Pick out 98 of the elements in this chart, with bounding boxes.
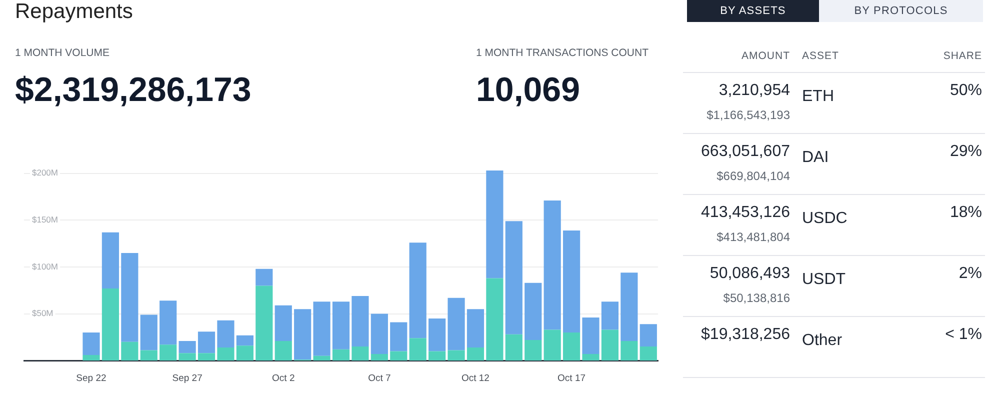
bar	[121, 342, 138, 361]
text: $669,804,104	[716, 169, 790, 183]
bar	[448, 298, 465, 350]
bar	[640, 346, 657, 361]
y-tick-label: $150M	[32, 214, 58, 225]
bar	[466, 347, 484, 361]
bar	[236, 335, 254, 346]
bar	[198, 332, 216, 354]
bar	[562, 230, 580, 333]
x-tick-label: Oct 17	[558, 372, 586, 384]
bar	[620, 272, 638, 341]
bar	[486, 170, 504, 278]
bar	[505, 221, 522, 334]
bar	[524, 282, 542, 340]
text: 663,051,607	[701, 143, 790, 160]
text: $19,318,256	[701, 326, 790, 343]
y-tick-label: $50M	[32, 308, 54, 318]
text: $50,138,816	[723, 291, 790, 305]
bar	[274, 305, 292, 341]
bar	[582, 318, 600, 354]
tab[interactable]: BY PROTOCOLS	[819, 0, 983, 22]
category-label: AMOUNT	[742, 50, 790, 62]
bar	[486, 278, 504, 361]
bar	[640, 324, 657, 347]
bar	[102, 288, 120, 361]
bar	[409, 242, 426, 338]
bar	[428, 318, 446, 352]
bar	[256, 268, 273, 286]
bar	[544, 200, 561, 330]
y-tick-label: $100M	[32, 261, 58, 272]
bar	[352, 346, 369, 361]
text: < 1%	[945, 326, 982, 343]
bar	[140, 350, 158, 361]
bar	[582, 354, 600, 361]
bar	[178, 340, 196, 354]
text: USDT	[802, 271, 846, 288]
bar	[409, 338, 426, 361]
bar	[140, 314, 158, 350]
text: 3,210,954	[718, 82, 790, 99]
bar	[428, 351, 446, 361]
bar	[294, 309, 312, 360]
bar	[352, 296, 369, 347]
bar	[601, 330, 619, 361]
bar	[102, 232, 120, 289]
bar	[562, 332, 580, 361]
bar	[466, 309, 484, 348]
bar	[390, 351, 408, 361]
bar	[160, 344, 177, 361]
bar	[217, 347, 234, 361]
bar	[198, 353, 216, 361]
text: $2,319,286,173	[15, 71, 252, 109]
text: DAI	[802, 149, 829, 166]
text: 50,086,493	[710, 265, 790, 282]
bar	[313, 302, 330, 356]
y-tick-label: $200M	[32, 168, 58, 178]
text: 50%	[950, 82, 982, 99]
text: $1,166,543,193	[706, 108, 790, 122]
text: Other	[802, 332, 842, 349]
bar	[524, 340, 542, 361]
bar	[178, 353, 196, 361]
bar	[236, 346, 254, 361]
text: $413,481,804	[716, 230, 790, 244]
bar	[370, 314, 388, 354]
bar	[332, 302, 350, 350]
selected-tab[interactable]: BY ASSETS	[687, 0, 819, 22]
text: 1 MONTH VOLUME	[15, 47, 110, 59]
category-label: SHARE	[943, 50, 982, 62]
text: 1 MONTH TRANSACTIONS COUNT	[476, 47, 648, 59]
bar	[121, 252, 138, 342]
x-tick-label: Oct 2	[272, 372, 295, 384]
category-label: ASSET	[802, 50, 839, 62]
chart-title: Repayments	[15, 0, 133, 24]
text: USDC	[802, 210, 848, 227]
bar	[505, 334, 522, 361]
bar	[256, 286, 273, 361]
text: 29%	[950, 143, 982, 160]
bar	[82, 354, 100, 361]
x-tick-label: Sep 27	[172, 372, 202, 384]
bar	[160, 300, 177, 345]
bar	[544, 330, 561, 361]
text: 18%	[950, 204, 982, 221]
bar	[217, 320, 234, 348]
bar	[332, 349, 350, 361]
bar	[448, 350, 465, 361]
bar	[313, 356, 330, 361]
x-tick-label: Oct 12	[461, 372, 490, 384]
text: 2%	[958, 265, 982, 282]
text: 10,069	[476, 71, 580, 109]
bar	[390, 322, 408, 352]
bar	[370, 354, 388, 361]
bar	[82, 332, 100, 355]
bar	[620, 340, 638, 361]
text: 413,453,126	[701, 204, 790, 221]
x-tick-label: Oct 7	[368, 372, 391, 384]
bar	[274, 340, 292, 361]
x-tick-label: Sep 22	[76, 372, 106, 384]
text: ETH	[802, 88, 834, 105]
bar	[601, 302, 619, 330]
